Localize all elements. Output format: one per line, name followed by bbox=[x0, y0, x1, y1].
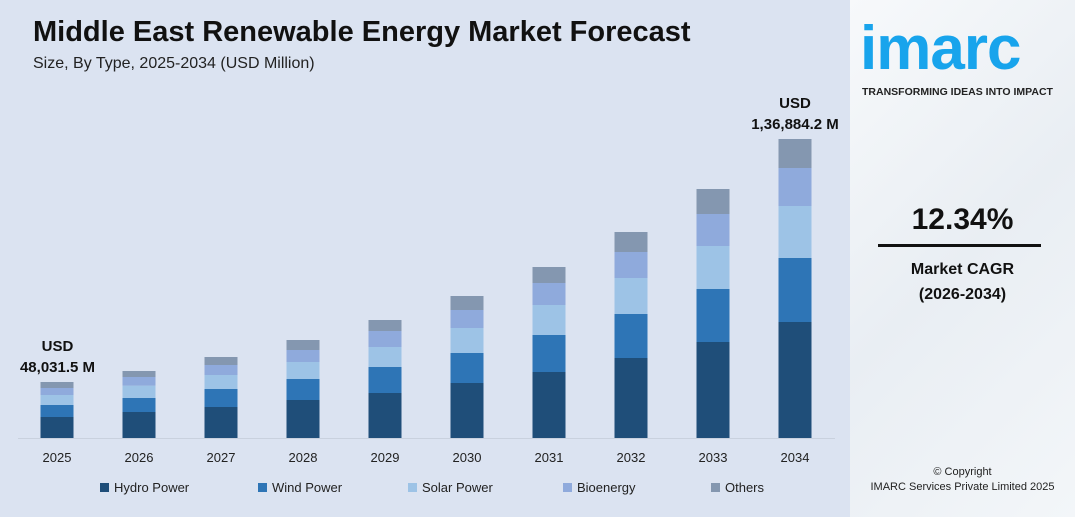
bar-segment-hydro-power-2031 bbox=[532, 372, 566, 438]
bar-segment-wind-power-2032 bbox=[614, 314, 648, 359]
x-tick-label: 2025 bbox=[43, 450, 72, 465]
bar-segment-bioenergy-2031 bbox=[532, 283, 566, 306]
end-value-callout: USD 1,36,884.2 M bbox=[735, 93, 855, 135]
legend-item: Bioenergy bbox=[563, 480, 711, 495]
legend-label: Wind Power bbox=[272, 480, 343, 495]
copyright-line: © Copyright bbox=[933, 466, 992, 478]
legend-swatch bbox=[258, 483, 267, 492]
x-tick-label: 2026 bbox=[125, 450, 154, 465]
bar-segment-hydro-power-2027 bbox=[204, 407, 238, 438]
bar-segment-bioenergy-2028 bbox=[286, 349, 320, 363]
bar-segment-solar-power-2031 bbox=[532, 305, 566, 336]
bar-segment-hydro-power-2030 bbox=[450, 383, 484, 438]
callout-currency: USD bbox=[41, 338, 74, 355]
bar-segment-wind-power-2034 bbox=[778, 258, 812, 323]
bar-segment-wind-power-2027 bbox=[204, 389, 238, 408]
bar-chart: 2025 2026 2027 2028 2029 2030 2031 2032 2033 2034 bbox=[18, 139, 835, 465]
bar-segment-wind-power-2030 bbox=[450, 353, 484, 384]
bar-segment-bioenergy-2025 bbox=[40, 387, 74, 395]
bar-segment-wind-power-2029 bbox=[368, 367, 402, 394]
x-tick-label: 2029 bbox=[371, 450, 400, 465]
callout-currency: USD bbox=[779, 95, 811, 112]
x-tick-label: 2028 bbox=[289, 450, 318, 465]
bar-segment-solar-power-2026 bbox=[122, 385, 156, 399]
legend-label: Solar Power bbox=[422, 480, 493, 495]
bar-segment-hydro-power-2025 bbox=[40, 416, 74, 438]
bar-segment-bioenergy-2027 bbox=[204, 365, 238, 376]
bar-segment-bioenergy-2029 bbox=[368, 331, 402, 348]
bar-segment-wind-power-2025 bbox=[40, 404, 74, 417]
bar-segment-solar-power-2027 bbox=[204, 375, 238, 390]
cagr-label: Market CAGR bbox=[910, 261, 1015, 278]
legend-label: Hydro Power bbox=[114, 480, 190, 495]
bar-segment-others-2033 bbox=[696, 189, 730, 215]
x-tick-label: 2034 bbox=[781, 450, 810, 465]
imarc-logo: imarc bbox=[860, 14, 1021, 83]
legend-swatch bbox=[408, 483, 417, 492]
legend-item: Hydro Power bbox=[100, 480, 258, 495]
bar-segment-hydro-power-2029 bbox=[368, 393, 402, 438]
bar-segment-solar-power-2029 bbox=[368, 347, 402, 368]
bar-segment-bioenergy-2033 bbox=[696, 214, 730, 247]
bar-segment-hydro-power-2028 bbox=[286, 400, 320, 438]
x-tick-label: 2033 bbox=[699, 450, 728, 465]
bar-segment-bioenergy-2034 bbox=[778, 168, 812, 207]
bar-segment-wind-power-2026 bbox=[122, 398, 156, 412]
start-value-callout: USD 48,031.5 M bbox=[10, 336, 105, 378]
bar-segment-others-2027 bbox=[204, 357, 238, 366]
bar-segment-solar-power-2034 bbox=[778, 206, 812, 259]
bar-segment-others-2029 bbox=[368, 320, 402, 332]
bar-segment-wind-power-2031 bbox=[532, 335, 566, 373]
legend-swatch bbox=[711, 483, 720, 492]
bar-segment-others-2025 bbox=[40, 381, 74, 388]
legend-item: Wind Power bbox=[258, 480, 408, 495]
bar-segment-others-2031 bbox=[532, 266, 566, 284]
bar-segment-hydro-power-2033 bbox=[696, 342, 730, 438]
bar-segment-hydro-power-2032 bbox=[614, 358, 648, 438]
chart-subtitle: Size, By Type, 2025-2034 (USD Million) bbox=[33, 55, 315, 72]
bar-segment-solar-power-2030 bbox=[450, 328, 484, 354]
bar-segment-bioenergy-2032 bbox=[614, 252, 648, 279]
legend-label: Bioenergy bbox=[577, 480, 636, 495]
info-panel bbox=[850, 0, 1075, 517]
bar-segment-others-2034 bbox=[778, 139, 812, 169]
bar-segment-bioenergy-2026 bbox=[122, 377, 156, 386]
bar-segment-others-2026 bbox=[122, 371, 156, 378]
callout-value: 1,36,884.2 M bbox=[751, 116, 839, 133]
bar-segment-others-2032 bbox=[614, 232, 648, 253]
bar-segment-bioenergy-2030 bbox=[450, 310, 484, 329]
bar-segment-hydro-power-2034 bbox=[778, 322, 812, 438]
bar-segment-wind-power-2033 bbox=[696, 289, 730, 343]
legend-swatch bbox=[100, 483, 109, 492]
bar-segment-solar-power-2028 bbox=[286, 362, 320, 380]
bar-segment-others-2030 bbox=[450, 296, 484, 311]
bar-segment-hydro-power-2026 bbox=[122, 411, 156, 438]
brand-tagline: TRANSFORMING IDEAS INTO IMPACT bbox=[862, 86, 1053, 98]
cagr-value: 12.34% bbox=[911, 203, 1014, 236]
legend-item: Solar Power bbox=[408, 480, 563, 495]
bar-segment-others-2028 bbox=[286, 340, 320, 350]
bar-segment-solar-power-2025 bbox=[40, 394, 74, 405]
copyright-company: IMARC Services Private Limited 2025 bbox=[870, 481, 1055, 493]
bar-segment-solar-power-2033 bbox=[696, 246, 730, 290]
bar-segment-solar-power-2032 bbox=[614, 278, 648, 315]
cagr-period: (2026-2034) bbox=[918, 286, 1007, 303]
chart-title: Middle East Renewable Energy Market Fore… bbox=[33, 16, 691, 48]
x-tick-label: 2030 bbox=[453, 450, 482, 465]
legend-item: Others bbox=[711, 480, 811, 495]
x-tick-label: 2032 bbox=[617, 450, 646, 465]
callout-value: 48,031.5 M bbox=[19, 359, 96, 376]
x-tick-label: 2031 bbox=[535, 450, 564, 465]
legend-swatch bbox=[563, 483, 572, 492]
bar-segment-wind-power-2028 bbox=[286, 379, 320, 401]
legend-label: Others bbox=[725, 480, 765, 495]
x-tick-label: 2027 bbox=[207, 450, 236, 465]
chart-legend: Hydro Power Wind Power Solar Power Bioenerg… bbox=[100, 480, 811, 495]
cagr-divider bbox=[878, 244, 1041, 247]
